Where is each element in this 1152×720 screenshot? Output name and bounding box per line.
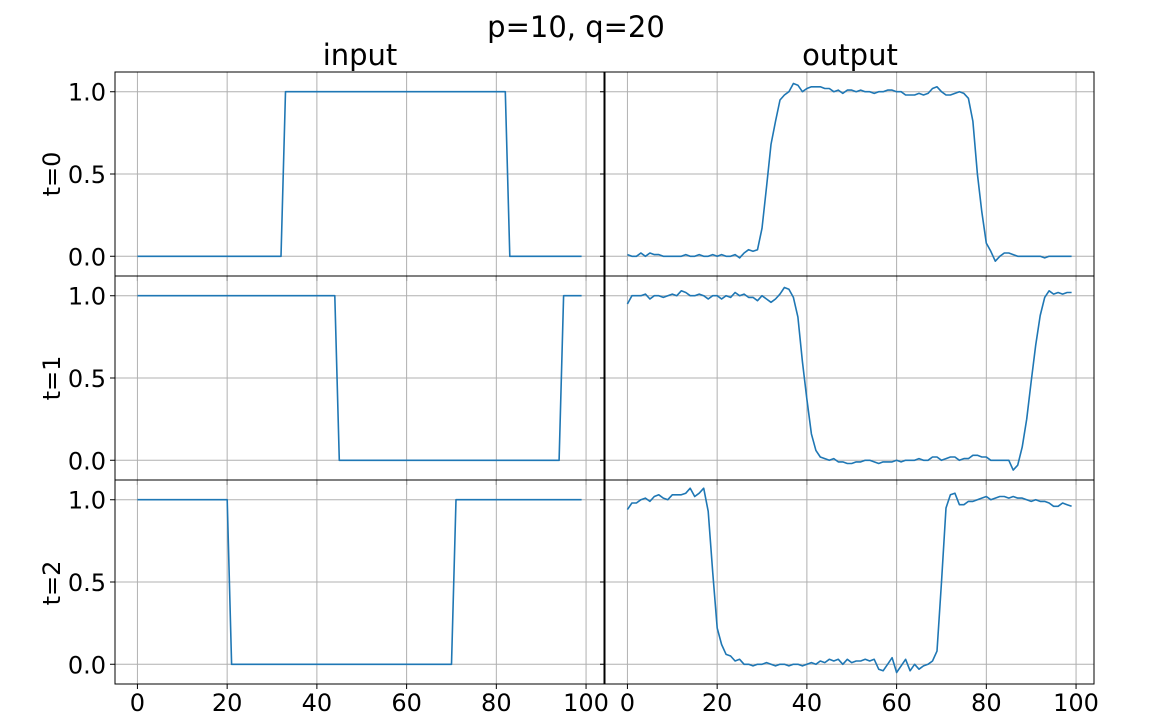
- row-label-t0: t=0: [38, 152, 66, 197]
- series-line-row0-input: [137, 90, 582, 258]
- y-tick-label: 0.5: [68, 161, 106, 189]
- grid-row1-input: [115, 276, 604, 480]
- y-tick-label: 0.0: [68, 651, 106, 679]
- panel-row0-input: 0.0 0.5 1.0: [68, 71, 605, 281]
- grid-row2-output: [605, 480, 1094, 684]
- panel-row2-output: 0 20 40 60 80 100: [600, 479, 1099, 717]
- grid-row0-output: [605, 72, 1094, 276]
- x-tick-label: 0: [620, 689, 635, 717]
- grid-row1-output: [605, 276, 1094, 480]
- x-tick-label: 40: [792, 689, 823, 717]
- x-tick-label: 80: [481, 689, 512, 717]
- y-tick-label: 0.5: [68, 569, 106, 597]
- x-tick-label: 100: [1053, 689, 1099, 717]
- series-line-row2-input: [137, 498, 582, 666]
- grid-row2-input: [115, 480, 604, 684]
- x-tick-label: 0: [130, 689, 145, 717]
- y-tick-label: 0.5: [68, 365, 106, 393]
- series-line-row0-output: [627, 82, 1072, 263]
- y-tick-label: 0.0: [68, 447, 106, 475]
- x-tick-label: 100: [563, 689, 609, 717]
- grid-row0-input: [115, 72, 604, 276]
- panel-row2-input: 0 20 40 60 80 100 0.0 0.5 1.0: [68, 479, 609, 717]
- y-tick-label: 1.0: [68, 79, 106, 107]
- panel-grid: 0.00.51.00.00.51.00 20 40 60 80 1000.00.51.00…: [68, 71, 1099, 717]
- y-tick-label: 1.0: [68, 487, 106, 515]
- column-title-input: input: [323, 38, 398, 72]
- x-tick-label: 60: [391, 689, 422, 717]
- series-line-row1-output: [626, 286, 1072, 471]
- series-line-row1-input: [137, 294, 582, 462]
- column-title-output: output: [802, 38, 898, 72]
- row-label-t2: t=2: [38, 561, 66, 606]
- panel-row1-input: 0.0 0.5 1.0: [68, 275, 605, 485]
- x-tick-label: 80: [971, 689, 1002, 717]
- panel-row1-output: [600, 275, 1095, 485]
- series-line-row2-output: [626, 487, 1072, 674]
- figure-suptitle: p=10, q=20: [487, 10, 665, 44]
- axes-frame-row2-output: [604, 479, 1095, 685]
- x-tick-label: 20: [212, 689, 243, 717]
- x-tick-label: 20: [702, 689, 733, 717]
- panel-row0-output: [600, 71, 1095, 281]
- row-label-t1: t=1: [38, 356, 66, 401]
- y-tick-label: 0.0: [68, 243, 106, 271]
- x-tick-label: 60: [881, 689, 912, 717]
- y-tick-label: 1.0: [68, 283, 106, 311]
- x-tick-label: 40: [302, 689, 333, 717]
